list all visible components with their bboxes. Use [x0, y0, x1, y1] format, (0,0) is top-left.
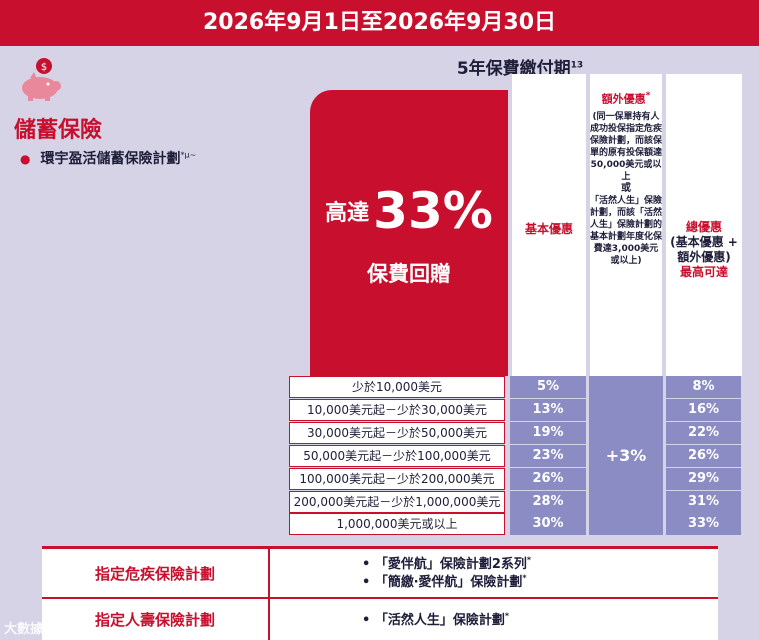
tier-row: 少於10,000美元 5% 8%: [289, 376, 741, 398]
hero-subtitle: 保費回贈: [367, 262, 451, 286]
tier-row: 30,000美元起－少於50,000美元 19% 22%: [289, 422, 741, 444]
bullet-icon: ●: [20, 152, 31, 166]
extra-offer-title-text: 額外優惠: [601, 92, 646, 106]
svg-text:$: $: [41, 62, 47, 73]
total-offer-title: 總優惠: [685, 220, 722, 234]
extra-offer-conditions: (同一保單持有人成功投保指定危疾保險計劃，而該保單的原有投保額達50,000美元…: [590, 111, 662, 267]
ci-plan-1-mark: *: [526, 555, 532, 565]
tier-basic-rate: 5%: [510, 376, 586, 398]
ci-plan-label: 指定危疾保險計劃: [94, 565, 215, 583]
tier-range: 1,000,000美元或以上: [289, 513, 505, 535]
tier-basic-rate: 23%: [510, 445, 586, 467]
watermark: 大數據: [4, 622, 44, 637]
tier-total-rate: 29%: [666, 468, 741, 490]
row-divider: [42, 597, 718, 599]
plan-name: ● 環宇盈活儲蓄保險計劃*µ~: [20, 148, 196, 168]
life-plan-label: 指定人壽保險計劃: [94, 611, 215, 629]
tier-range: 100,000美元起－少於200,000美元: [289, 468, 505, 490]
tier-basic-rate: 26%: [510, 468, 586, 490]
basic-offer-header: 基本優惠: [512, 74, 586, 376]
life-plan-text: 「活然人生」保險計劃: [374, 613, 505, 628]
section-title: 儲蓄保險: [14, 118, 103, 143]
tier-row: 50,000美元起－少於100,000美元 23% 26%: [289, 445, 741, 467]
tier-basic-rate: 19%: [510, 422, 586, 444]
tier-total-rate: 8%: [666, 376, 741, 398]
hero-rate: 33%: [373, 182, 493, 240]
tier-range: 10,000美元起－少於30,000美元: [289, 399, 505, 421]
column-divider: [268, 549, 270, 640]
tier-row: 100,000美元起－少於200,000美元 26% 29%: [289, 468, 741, 490]
tier-total-rate: 33%: [666, 513, 741, 535]
tier-range: 30,000美元起－少於50,000美元: [289, 422, 505, 444]
ci-plan-1-text: 「愛伴航」保險計劃2系列: [374, 557, 527, 572]
rebate-hero-panel: 高達33% 保費回贈: [310, 90, 508, 376]
extra-offer-or: 或: [621, 182, 631, 194]
plan-marks: *µ~: [180, 150, 197, 160]
tier-total-rate: 22%: [666, 422, 741, 444]
ci-plan-1: • 「愛伴航」保險計劃2系列*: [362, 555, 532, 572]
rebate-tier-table: 少於10,000美元 5% 8% 10,000美元起－少於30,000美元 13…: [289, 376, 741, 535]
premium-term-note: 13: [570, 60, 584, 71]
tier-row: 10,000美元起－少於30,000美元 13% 16%: [289, 399, 741, 421]
ci-plan-2-text: 「簡繳‧愛伴航」保險計劃: [374, 575, 523, 590]
tier-basic-rate: 13%: [510, 399, 586, 421]
extra-offer-title: 額外優惠*: [590, 90, 662, 107]
plan-label: 環宇盈活儲蓄保險計劃: [40, 151, 181, 167]
tier-total-rate: 16%: [666, 399, 741, 421]
tier-total-rate: 26%: [666, 445, 741, 467]
tier-row: 1,000,000美元或以上 30% 33%: [289, 513, 741, 535]
extra-offer-body-1: (同一保單持有人成功投保指定危疾保險計劃，而該保單的原有投保額達50,000美元…: [590, 111, 663, 182]
total-offer-sub: (基本優惠 + 額外優惠): [670, 235, 738, 264]
extra-offer-mark: *: [645, 90, 651, 101]
extra-offer-value: +3%: [589, 376, 663, 535]
promo-period-banner: 2026年9月1日至2026年9月30日: [0, 0, 759, 46]
total-offer-max: 最高可達: [679, 265, 728, 279]
tier-total-rate: 31%: [666, 491, 741, 513]
total-offer-header: 總優惠 (基本優惠 + 額外優惠) 最高可達: [666, 74, 742, 376]
piggy-bank-icon: $: [22, 58, 61, 101]
life-plan-mark: *: [504, 611, 510, 621]
tier-basic-rate: 30%: [510, 513, 586, 535]
extra-offer-header: 額外優惠* (同一保單持有人成功投保指定危疾保險計劃，而該保單的原有投保額達50…: [590, 74, 662, 376]
tier-range: 50,000美元起－少於100,000美元: [289, 445, 505, 467]
extra-offer-body-2: 「活然人生」保險計劃，而該「活然人生」保險計劃的基本計劃年度化保費達3,000美…: [590, 195, 663, 266]
designated-plans-table: 指定危疾保險計劃 • 「愛伴航」保險計劃2系列* • 「簡繳‧愛伴航」保險計劃*…: [42, 546, 718, 640]
ci-plan-2: • 「簡繳‧愛伴航」保險計劃*: [362, 573, 527, 590]
ci-plan-2-mark: *: [522, 573, 527, 583]
life-plan: • 「活然人生」保險計劃*: [362, 611, 510, 628]
basic-offer-label: 基本優惠: [524, 222, 573, 236]
tier-range: 少於10,000美元: [289, 376, 505, 398]
hero-prefix: 高達: [325, 201, 370, 226]
tier-range: 200,000美元起－少於1,000,000美元: [289, 491, 505, 513]
tier-basic-rate: 28%: [510, 491, 586, 513]
tier-row: 200,000美元起－少於1,000,000美元 28% 31%: [289, 491, 741, 513]
